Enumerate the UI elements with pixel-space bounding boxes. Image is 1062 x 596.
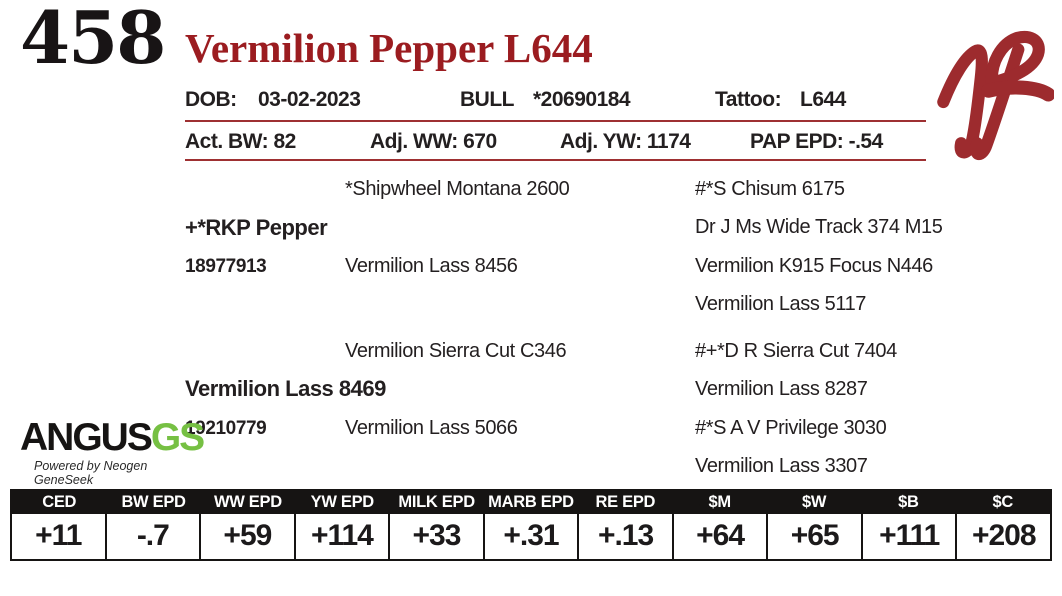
epd-header-milk: MILK EPD	[398, 493, 475, 511]
dam-sire-name: Vermilion Sierra Cut C346	[345, 340, 567, 362]
pap-epd-value: PAP EPD: -.54	[750, 130, 883, 153]
dam-ancestor-4: Vermilion Lass 3307	[695, 455, 868, 477]
sire-ancestor-2: Dr J Ms Wide Track 374 M15	[695, 216, 943, 238]
sire-sire-name: *Shipwheel Montana 2600	[345, 178, 570, 200]
epd-header-c: $C	[992, 493, 1014, 511]
tattoo-value: L644	[800, 88, 846, 111]
epd-header-yw: YW EPD	[310, 493, 375, 511]
sire-ancestor-1: #*S Chisum 6175	[695, 178, 845, 200]
sire-ancestor-4: Vermilion Lass 5117	[695, 293, 867, 315]
dam-dam-name: Vermilion Lass 5066	[345, 417, 518, 439]
sire-ancestor-3: Vermilion K915 Focus N446	[695, 255, 933, 277]
gs-logo-text: GS	[150, 416, 205, 459]
weights-row: Act. BW: 82 Adj. WW: 670 Adj. YW: 1174 P…	[185, 130, 925, 156]
angus-gs-logo: ANGUSGS Powered by Neogen GeneSeek	[20, 416, 205, 487]
angus-logo-tagline: Powered by Neogen GeneSeek	[34, 459, 148, 487]
epd-table: CED BW EPD WW EPD YW EPD MILK EPD MARB E…	[10, 489, 1052, 561]
epd-value-bw: -.7	[107, 514, 202, 559]
sire-name: +*RKP Pepper	[185, 215, 328, 240]
epd-value-w: +65	[768, 514, 863, 559]
registration-number: *20690184	[533, 88, 631, 111]
divider-rule-bottom	[185, 159, 926, 161]
epd-header-ww: WW EPD	[213, 493, 282, 511]
vr-ranch-brand-logo	[937, 30, 1054, 161]
epd-value-yw: +114	[296, 514, 391, 559]
epd-header-w: $W	[801, 493, 827, 511]
dob-value: 03-02-2023	[258, 88, 361, 111]
epd-header-b: $B	[898, 493, 919, 511]
dam-ancestor-3: #*S A V Privilege 3030	[695, 417, 887, 439]
actual-birth-weight: Act. BW: 82	[185, 130, 296, 153]
adjusted-weaning-weight: Adj. WW: 670	[370, 130, 497, 153]
angus-logo-text: ANGUS	[20, 416, 153, 459]
epd-header-re: RE EPD	[595, 493, 656, 511]
adjusted-yearling-weight: Adj. YW: 1174	[560, 130, 691, 153]
sex-value: BULL	[460, 88, 515, 111]
dam-name: Vermilion Lass 8469	[185, 376, 386, 401]
epd-table-value-row: +11 -.7 +59 +114 +33 +.31 +.13 +64 +65 +…	[12, 514, 1050, 559]
epd-value-marb: +.31	[485, 514, 580, 559]
epd-value-re: +.13	[579, 514, 674, 559]
tattoo-label: Tattoo:	[715, 88, 782, 111]
epd-value-milk: +33	[390, 514, 485, 559]
dam-ancestor-2: Vermilion Lass 8287	[695, 378, 868, 400]
epd-value-ww: +59	[201, 514, 296, 559]
identity-row: DOB: 03-02-2023 BULL *20690184 Tattoo: L…	[185, 88, 925, 114]
dam-ancestor-1: #+*D R Sierra Cut 7404	[695, 340, 897, 362]
epd-value-m: +64	[674, 514, 769, 559]
epd-value-b: +111	[863, 514, 958, 559]
epd-header-marb: MARB EPD	[488, 493, 574, 511]
epd-value-c: +208	[971, 519, 1037, 552]
sire-registration: 18977913	[185, 256, 267, 277]
animal-name-title: Vermilion Pepper L644	[185, 25, 593, 71]
lot-number: 458	[20, 0, 166, 80]
epd-header-m: $M	[708, 493, 732, 511]
epd-value-ced: +11	[12, 514, 107, 559]
dob-label: DOB:	[185, 88, 237, 111]
sire-dam-name: Vermilion Lass 8456	[345, 255, 518, 277]
epd-header-ced: CED	[42, 493, 77, 511]
divider-rule-top	[185, 120, 926, 122]
epd-table-header-row: CED BW EPD WW EPD YW EPD MILK EPD MARB E…	[12, 491, 1050, 514]
dam-registration: 19210779	[185, 418, 267, 439]
epd-header-bw: BW EPD	[121, 493, 186, 511]
